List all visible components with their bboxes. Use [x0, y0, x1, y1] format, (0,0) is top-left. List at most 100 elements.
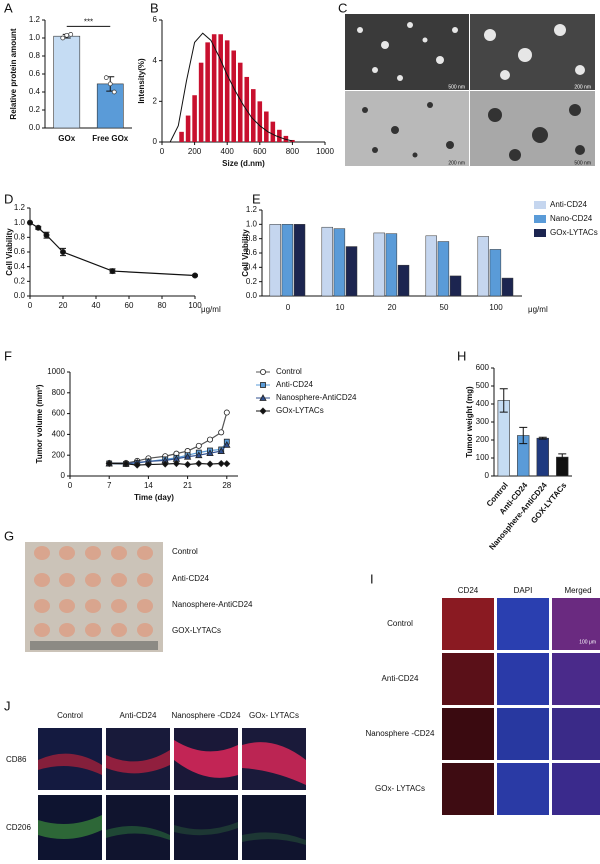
- data-point: [64, 32, 70, 38]
- bar: [333, 228, 346, 297]
- legend-swatch: [534, 215, 546, 223]
- marker: [122, 460, 130, 468]
- legend-label: Nanosphere-AntiCD24: [276, 393, 357, 402]
- x-tick-label: 80: [158, 301, 167, 310]
- bar: [345, 246, 358, 297]
- particles: [357, 22, 585, 81]
- x-tick-label: 800: [286, 147, 300, 156]
- particles: [362, 102, 585, 161]
- x-unit: μg/ml: [201, 305, 221, 314]
- x-tick-label: 21: [183, 481, 192, 490]
- data-point: [60, 35, 66, 41]
- y-tick-label: 0.0: [246, 291, 258, 300]
- y-tick-label: 600: [52, 409, 66, 418]
- bar: [489, 249, 502, 297]
- marker: [105, 459, 113, 468]
- bar: [293, 224, 306, 297]
- marker: [259, 394, 267, 401]
- panel-label: E: [252, 191, 261, 206]
- y-tick-label: 0.6: [14, 247, 26, 256]
- x-tick-label: 0: [28, 301, 33, 310]
- marker: [206, 460, 214, 468]
- row-label: Anti-CD24: [382, 674, 419, 683]
- histogram-bar: [264, 111, 269, 142]
- marker: [223, 460, 231, 468]
- y-tick-label: 1.2: [246, 205, 258, 214]
- x-tick-label: 28: [222, 481, 231, 490]
- bar: [501, 277, 514, 297]
- ihc-images: [38, 728, 306, 860]
- row-label: Control: [387, 619, 413, 628]
- marker: [195, 451, 203, 459]
- y-tick-label: 0: [153, 137, 158, 146]
- histogram-bar: [277, 129, 282, 142]
- y-tick-label: 400: [476, 399, 490, 408]
- marker: [26, 219, 33, 226]
- marker: [259, 407, 267, 415]
- y-tick-label: 0.4: [29, 87, 41, 96]
- marker: [259, 368, 266, 375]
- histogram-bar: [231, 50, 237, 142]
- x-tick-label: 10: [336, 303, 345, 312]
- y-tick-label: 0.2: [14, 276, 26, 285]
- row-label: GOx- LYTACs: [375, 784, 425, 793]
- x-axis-label: Time (day): [134, 493, 174, 502]
- histogram-bar: [270, 121, 276, 142]
- y-tick-label: 0.8: [14, 232, 26, 241]
- panel-label: J: [4, 698, 11, 713]
- x-tick-label: 0: [68, 481, 73, 490]
- marker: [223, 409, 230, 416]
- y-tick-label: 1.0: [14, 218, 26, 227]
- y-tick-label: 0.6: [29, 69, 41, 78]
- y-tick-label: 4: [153, 56, 158, 65]
- y-tick-label: 100: [476, 453, 490, 462]
- bar: [269, 224, 281, 297]
- bar: [397, 264, 410, 297]
- x-tick-label: 100: [489, 303, 503, 312]
- data-point: [68, 32, 74, 37]
- y-tick-label: 1.2: [14, 203, 26, 212]
- if-images: [442, 598, 600, 815]
- tem-image: [345, 14, 469, 90]
- error-bar: [519, 426, 528, 445]
- data-point: [103, 75, 109, 80]
- marker: [195, 442, 202, 449]
- marker: [217, 459, 225, 468]
- y-tick-label: 600: [476, 363, 490, 372]
- row-label: GOX-LYTACs: [172, 626, 221, 635]
- y-tick-label: 0.2: [246, 277, 258, 286]
- scale-label: 200 nm: [574, 84, 591, 90]
- marker: [206, 436, 213, 443]
- x-tick-label: Free GOx: [92, 134, 129, 143]
- bar: [385, 233, 398, 297]
- y-tick-label: 0: [61, 471, 66, 480]
- tem-image: [345, 91, 469, 166]
- x-axis-label: Size (d.nm): [222, 159, 265, 168]
- scale-label: 500 nm: [448, 84, 465, 90]
- marker: [109, 268, 116, 275]
- column-label: Anti-CD24: [120, 711, 157, 720]
- bar: [373, 232, 385, 297]
- x-tick-label: 1000: [316, 147, 334, 156]
- x-tick-label: 0: [160, 147, 165, 156]
- legend-label: GOx-LYTACs: [276, 406, 324, 415]
- histogram-bar: [290, 139, 295, 142]
- fit-curve: [169, 32, 293, 143]
- histogram-bar: [218, 34, 223, 142]
- bar: [321, 226, 333, 297]
- ruler: [30, 641, 158, 650]
- histogram-bar: [250, 89, 256, 142]
- y-tick-label: 0: [485, 471, 490, 480]
- marker: [172, 459, 180, 468]
- histogram-bar: [192, 95, 197, 142]
- ihc-grid: J Control Anti-CD24 Nanosphere -CD24 GOx…: [4, 698, 306, 860]
- panel-label: G: [4, 528, 14, 543]
- error-bar: [499, 388, 508, 413]
- column-label: DAPI: [514, 586, 533, 595]
- marker: [223, 440, 231, 448]
- marker: [144, 460, 152, 469]
- bar: [281, 224, 294, 297]
- scale-label: 100 μm: [579, 639, 596, 645]
- row-label: Nanosphere -CD24: [366, 729, 435, 738]
- y-tick-label: 400: [52, 430, 66, 439]
